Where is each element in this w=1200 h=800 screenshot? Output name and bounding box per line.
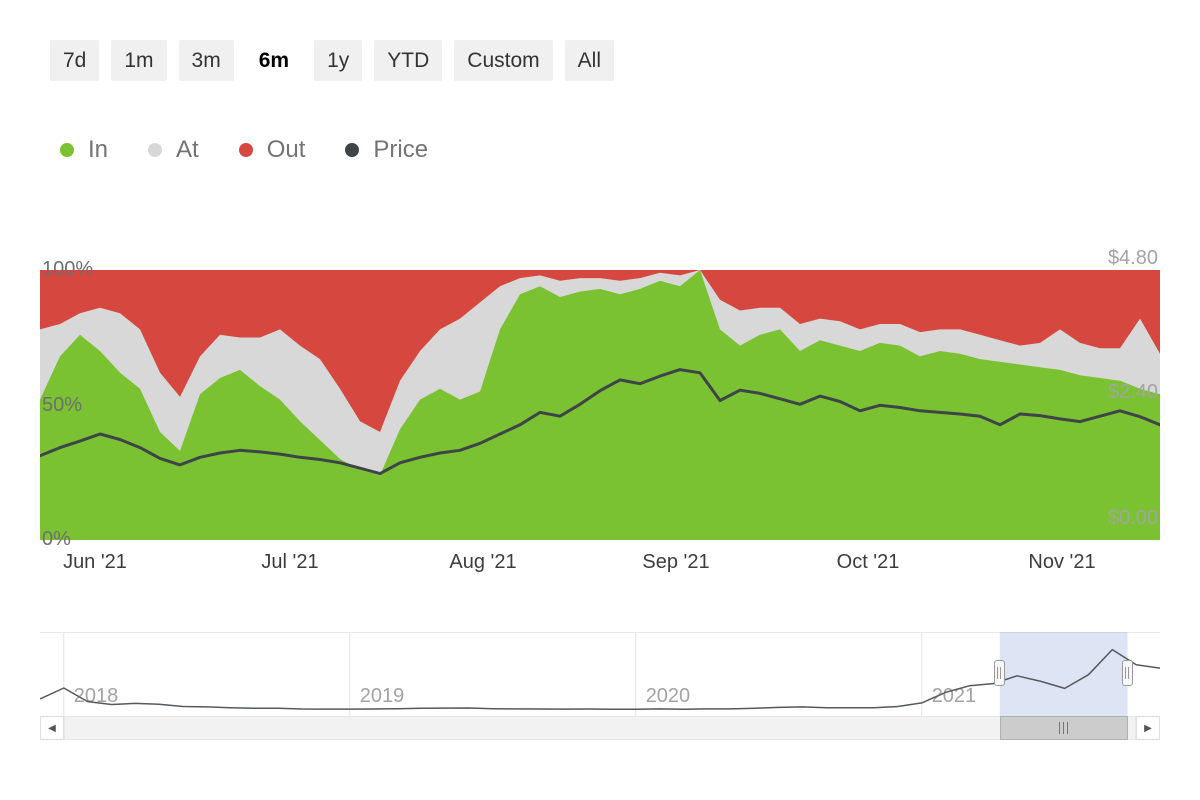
at-series-dot-icon [148, 143, 163, 157]
navigator-handle-left[interactable] [993, 660, 1005, 686]
y-axis-left-label-0: 0% [42, 528, 71, 550]
x-axis-label-jul: Jul '21 [261, 551, 319, 573]
x-axis-label-jun: Jun '21 [63, 551, 127, 573]
legend-item-out[interactable]: Out [238, 136, 306, 164]
legend-label-at: At [176, 136, 199, 163]
price-series-dot-icon [345, 143, 360, 157]
range-button-custom[interactable]: Custom [454, 40, 553, 81]
x-axis-label-aug: Aug '21 [449, 551, 517, 573]
range-toolbar: 7d 1m 3m 6m 1y YTD Custom All [50, 40, 614, 81]
legend-item-price[interactable]: Price [345, 136, 428, 164]
scrollbar-thumb[interactable] [999, 716, 1128, 740]
y-axis-left-label-50: 50% [42, 394, 83, 416]
y-axis-right-label-480: $4.80 [1107, 247, 1158, 269]
main-chart[interactable] [40, 270, 1160, 540]
svg-text:2019: 2019 [360, 685, 405, 707]
navigator-chart[interactable]: 2018 2019 2020 2021 [40, 632, 1160, 716]
y-axis-right-label-240: $2.40 [1107, 381, 1158, 403]
svg-text:2020: 2020 [646, 685, 691, 707]
scrollbar-right-arrow[interactable]: ▶ [1136, 716, 1160, 740]
scrollbar-track[interactable] [64, 716, 1136, 740]
navigator-handle-right[interactable] [1121, 660, 1133, 686]
legend-item-in[interactable]: In [60, 136, 108, 164]
range-button-3m[interactable]: 3m [178, 40, 234, 81]
out-series-dot-icon [238, 143, 253, 157]
scrollbar-left-arrow[interactable]: ◀ [40, 716, 64, 740]
range-button-7d[interactable]: 7d [50, 40, 100, 81]
legend-label-price: Price [373, 136, 429, 163]
y-axis-right-label-000: $0.00 [1107, 507, 1158, 529]
legend: In At Out Price [60, 136, 428, 164]
y-axis-left-label-100: 100% [42, 258, 94, 280]
x-axis-label-oct: Oct '21 [836, 551, 900, 573]
legend-label-out: Out [266, 136, 306, 163]
in-series-dot-icon [60, 143, 74, 157]
x-axis-label-nov: Nov '21 [1028, 551, 1096, 573]
legend-item-at[interactable]: At [148, 136, 199, 164]
legend-label-in: In [88, 136, 109, 163]
range-button-6m[interactable]: 6m [246, 40, 302, 81]
x-axis-label-sep: Sep '21 [642, 551, 710, 573]
range-button-1m[interactable]: 1m [111, 40, 167, 81]
range-button-all[interactable]: All [564, 40, 614, 81]
svg-text:2018: 2018 [74, 685, 119, 707]
range-button-1y[interactable]: 1y [314, 40, 363, 81]
svg-text:2021: 2021 [932, 685, 977, 707]
range-button-ytd[interactable]: YTD [374, 40, 443, 81]
